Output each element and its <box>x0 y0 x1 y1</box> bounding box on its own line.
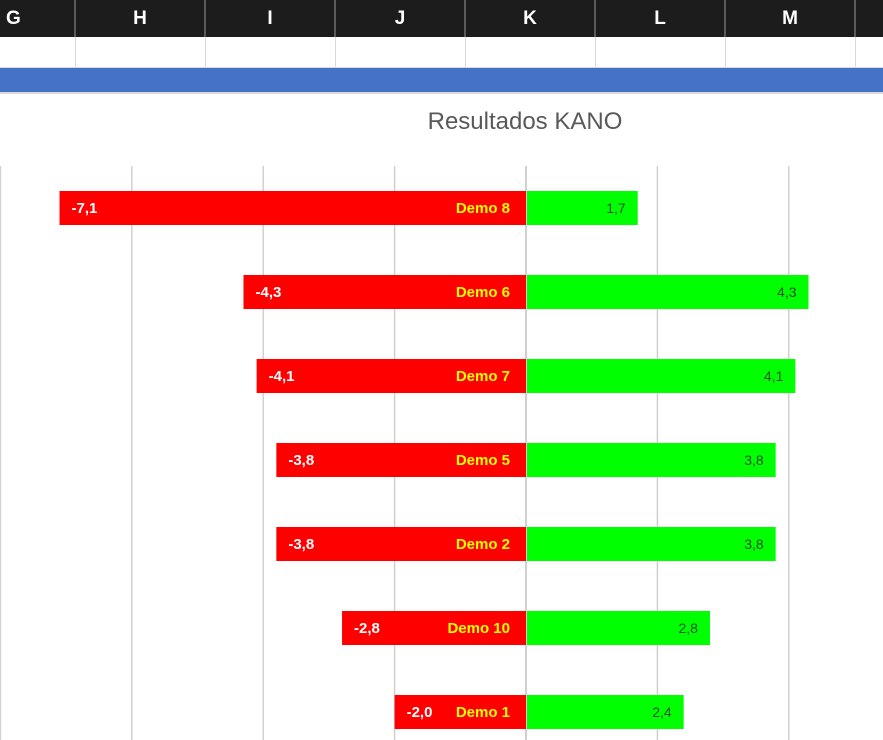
data-label-negative: -2,8 <box>354 620 380 637</box>
cell-m[interactable] <box>726 37 856 67</box>
bar-negative <box>243 275 527 309</box>
category-label: Demo 2 <box>456 536 510 553</box>
blue-header-band <box>0 68 883 92</box>
cell-j[interactable] <box>336 37 466 67</box>
data-label-negative: -2,0 <box>407 704 433 721</box>
bar-positive <box>527 191 638 225</box>
cell-l[interactable] <box>596 37 726 67</box>
cell-i[interactable] <box>206 37 336 67</box>
category-label: Demo 5 <box>456 452 510 469</box>
column-header-i[interactable]: I <box>206 0 336 37</box>
cell-h[interactable] <box>76 37 206 67</box>
band-divider <box>0 92 883 94</box>
bar-negative <box>276 527 526 561</box>
bar-positive <box>527 275 809 309</box>
bar-positive <box>527 695 684 729</box>
column-header-g[interactable]: G <box>0 0 76 37</box>
category-label: Demo 1 <box>456 704 510 721</box>
data-label-negative: -4,1 <box>269 368 295 385</box>
bar-negative <box>59 191 526 225</box>
data-label-negative: -3,8 <box>288 536 314 553</box>
column-header-k[interactable]: K <box>466 0 596 37</box>
bar-positive <box>527 359 796 393</box>
cell-k[interactable] <box>466 37 596 67</box>
bar-negative <box>394 695 526 729</box>
column-header-h[interactable]: H <box>76 0 206 37</box>
chart-title: Resultados KANO <box>427 108 623 135</box>
column-header-j[interactable]: J <box>336 0 466 37</box>
data-label-positive: 2,4 <box>652 704 672 720</box>
data-label-positive: 3,8 <box>744 452 764 468</box>
column-header-m[interactable]: M <box>726 0 856 37</box>
spreadsheet-row <box>0 37 883 68</box>
bar-positive <box>527 443 776 477</box>
data-label-negative: -3,8 <box>288 452 314 469</box>
data-label-positive: 1,7 <box>606 200 626 216</box>
category-label: Demo 10 <box>447 620 510 637</box>
bar-negative <box>276 443 526 477</box>
bar-negative <box>256 359 526 393</box>
data-label-positive: 2,8 <box>678 620 698 636</box>
category-label: Demo 7 <box>456 368 510 385</box>
bar-positive <box>527 611 710 645</box>
data-label-negative: -7,1 <box>72 200 98 217</box>
column-header-l[interactable]: L <box>596 0 726 37</box>
data-label-positive: 4,3 <box>777 284 797 300</box>
cell-g[interactable] <box>0 37 76 67</box>
bar-positive <box>527 527 776 561</box>
category-label: Demo 6 <box>456 284 510 301</box>
bar-negative <box>342 611 526 645</box>
data-label-positive: 4,1 <box>764 368 784 384</box>
data-label-negative: -4,3 <box>255 284 281 301</box>
category-label: Demo 8 <box>456 200 510 217</box>
data-label-positive: 3,8 <box>744 536 764 552</box>
